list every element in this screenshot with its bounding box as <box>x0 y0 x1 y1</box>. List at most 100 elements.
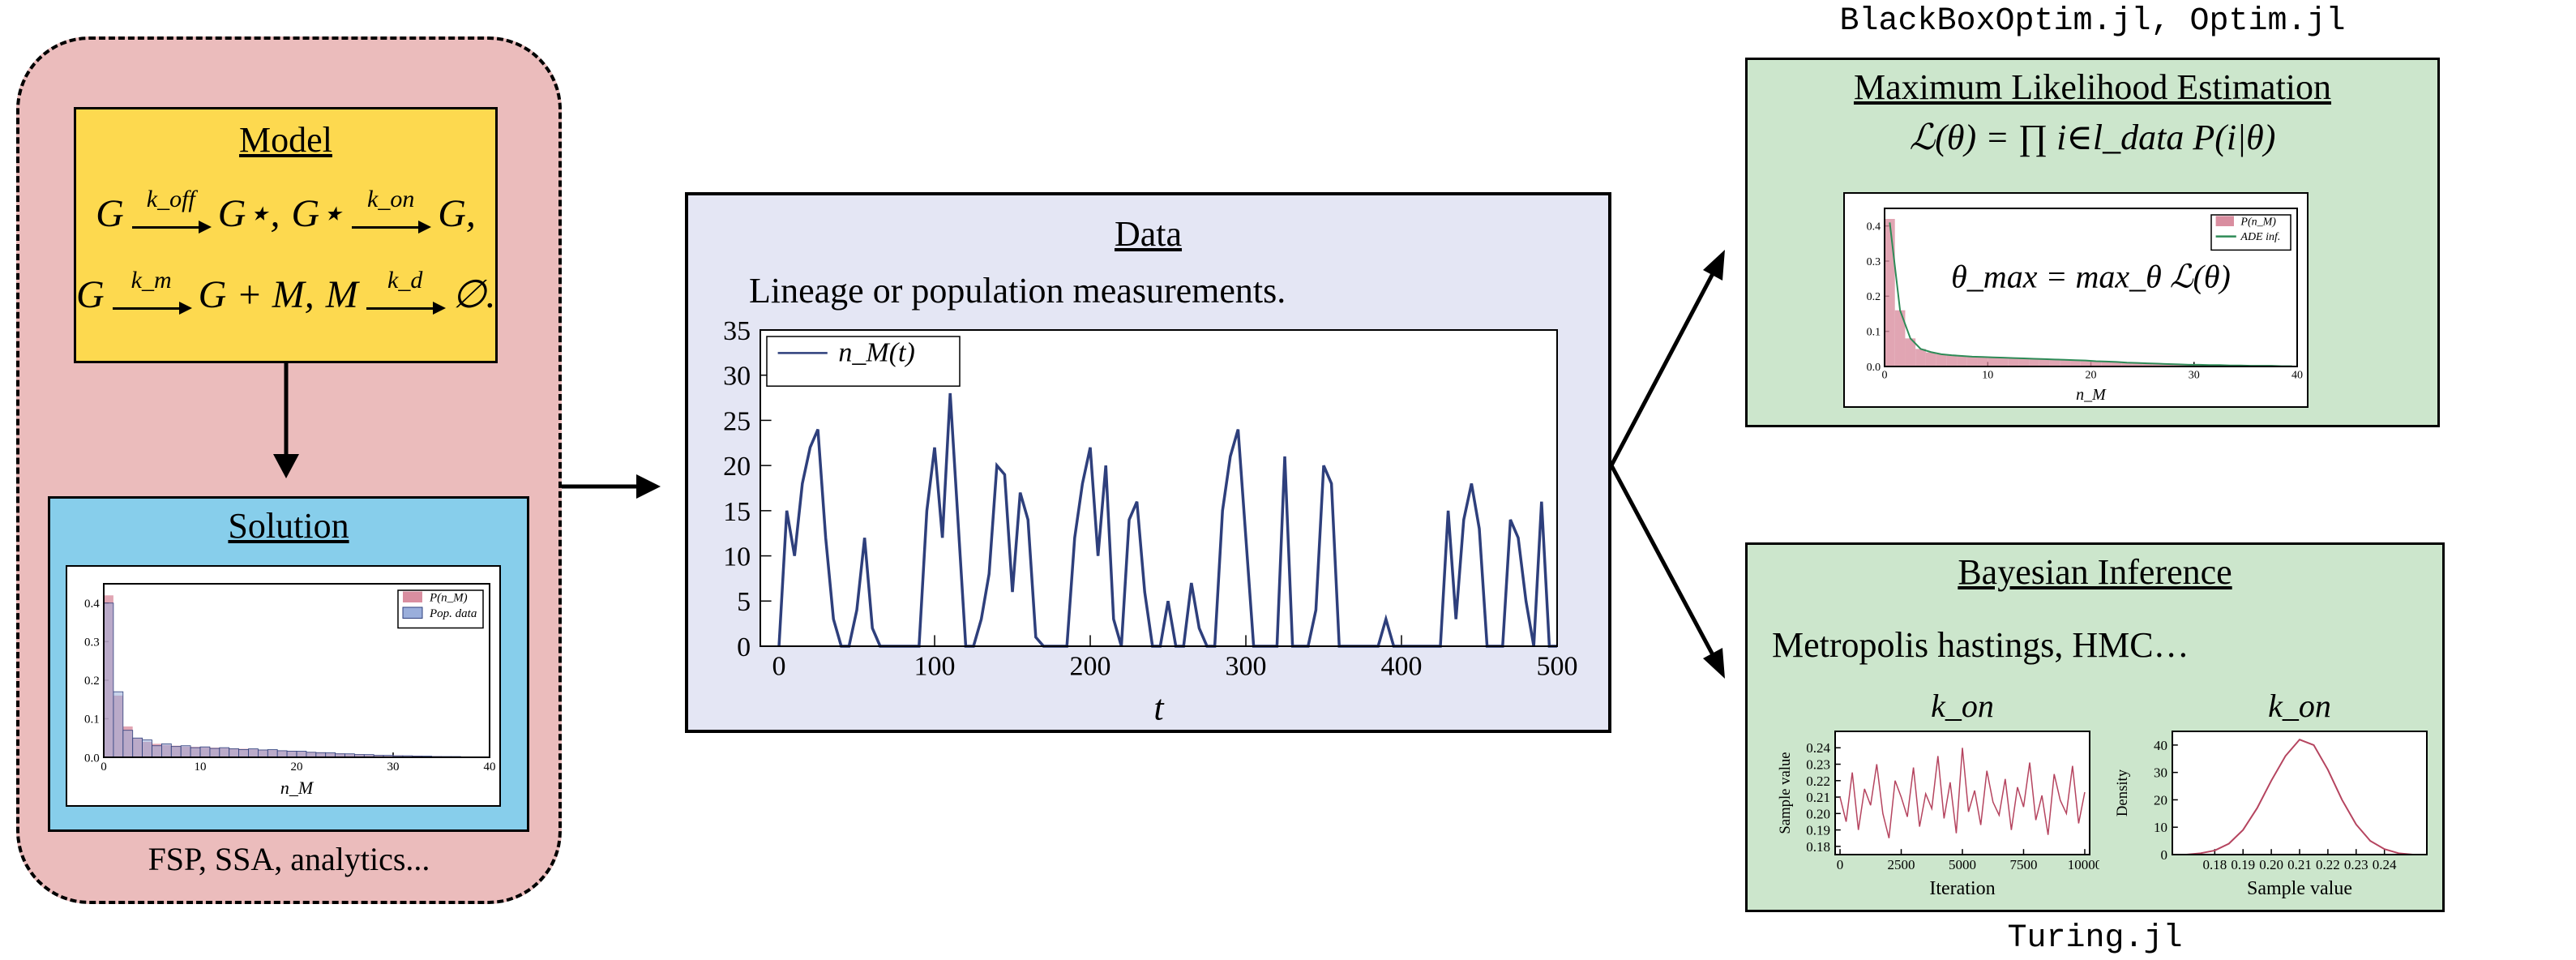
arrow-shaft <box>366 307 438 310</box>
hist-bar <box>1946 355 1958 366</box>
mle-header: BlackBoxOptim.jl, Optim.jl <box>1839 3 2346 40</box>
x-tick-label: 500 <box>1537 652 1578 682</box>
hist-bar <box>1894 310 1906 366</box>
species: G + M, <box>198 273 315 316</box>
species: ∅. <box>451 273 496 316</box>
data-line <box>1839 748 2086 838</box>
hist-bar <box>2152 363 2163 366</box>
x-tick-label: 20 <box>291 761 303 774</box>
chart-title: k_on <box>1931 688 1994 724</box>
x-tick-label: 2500 <box>1888 857 1915 872</box>
data-chart: 0 100 200 300 400 500 0 5 10 15 20 25 30 35 t n_M(t) <box>723 316 1578 728</box>
plot-frame <box>1884 208 2298 367</box>
reaction-arrow: k_d <box>365 267 446 319</box>
legend-label: ADE inf. <box>2240 231 2280 243</box>
hist-bar <box>190 747 201 758</box>
hist-bar <box>219 747 230 758</box>
species: G <box>76 273 105 316</box>
y-tick-label: 30 <box>723 362 751 392</box>
y-tick-label: 0.1 <box>84 714 100 726</box>
hist-bar <box>2018 358 2030 366</box>
reaction-arrow: k_m <box>111 267 192 319</box>
y-tick-label: 0.1 <box>1867 327 1881 339</box>
hist-bar <box>2101 361 2112 366</box>
hist-bar <box>1915 349 1926 366</box>
y-tick-label: 0.18 <box>1806 839 1830 855</box>
x-tick-label: 40 <box>2291 370 2303 382</box>
arrow-head <box>198 221 212 234</box>
y-axis-label: Density <box>2114 769 2131 816</box>
y-tick-label: 0.2 <box>1867 291 1881 303</box>
y-tick-label: 0.19 <box>1806 823 1830 838</box>
hist-bar <box>1997 358 2009 366</box>
x-tick-label: 30 <box>2189 370 2200 382</box>
hist-bar <box>1957 356 1967 366</box>
x-tick-label: 0 <box>1837 857 1844 872</box>
hist-bar <box>2173 364 2184 366</box>
legend-label: n_M(t) <box>838 338 914 368</box>
data-subtitle: Lineage or population measurements. <box>749 271 1286 311</box>
hist-bar <box>2111 362 2122 366</box>
y-tick-label: 10 <box>723 542 751 572</box>
rate-label: k_off <box>146 186 195 212</box>
x-tick-label: 0.23 <box>2344 857 2368 872</box>
bayes-footer: Turing.jl <box>2007 920 2183 957</box>
legend-label: P(n_M) <box>2240 216 2276 229</box>
hist-bar <box>2142 363 2153 366</box>
hist-bar <box>248 748 259 758</box>
arrows <box>1609 250 1725 679</box>
hist-bar <box>122 730 134 758</box>
hist-bar <box>209 748 220 758</box>
plot-frame <box>103 583 490 758</box>
legend-label: P(n_M) <box>429 592 468 605</box>
bayes-title: Bayesian Inference <box>1958 552 2232 592</box>
legend-key <box>403 591 422 602</box>
y-tick-label: 0 <box>737 632 751 662</box>
species: G⋆, <box>217 192 280 235</box>
x-tick-label: 20 <box>2086 370 2097 382</box>
x-tick-label: 10 <box>1982 370 1993 382</box>
model-title: Model <box>239 120 332 160</box>
x-tick-label: 100 <box>914 652 956 682</box>
rate-label: k_on <box>367 186 415 212</box>
arrow-head <box>178 302 192 315</box>
hist-bar <box>2080 360 2091 366</box>
hist-bar <box>142 739 152 758</box>
y-tick-label: 20 <box>723 452 751 482</box>
hist-bar <box>1905 338 1916 366</box>
x-tick-label: 0 <box>1882 370 1888 382</box>
legend-key <box>2215 216 2234 226</box>
x-tick-label: 0.24 <box>2373 857 2397 872</box>
arrow-shaft <box>131 226 203 229</box>
y-tick-label: 15 <box>723 497 751 527</box>
y-tick-label: 0.3 <box>84 636 100 649</box>
hist-bar <box>2121 362 2133 366</box>
y-tick-label: 25 <box>723 406 751 436</box>
legend-box <box>766 336 961 387</box>
hist-bar <box>229 748 239 758</box>
hist-bar <box>2193 364 2205 366</box>
x-tick-label: 200 <box>1070 652 1111 682</box>
hist-bar <box>286 750 297 758</box>
reaction-arrow: k_off <box>131 186 212 238</box>
mle-formula: ℒ(θ) = ∏ i∈l_data P(i|θ) <box>1909 118 2276 157</box>
x-tick-label: 10 <box>195 761 207 774</box>
species: G <box>96 192 124 235</box>
hist-bar <box>2090 361 2102 366</box>
legend-label: Pop. data <box>429 607 477 620</box>
y-tick-label: 20 <box>2154 792 2167 808</box>
y-tick-label: 0.23 <box>1806 756 1830 772</box>
arrow <box>273 363 299 478</box>
x-tick-label: 0.20 <box>2259 857 2283 872</box>
rate-label: k_m <box>131 267 172 294</box>
bayes-methods: Metropolis hastings, HMC… <box>1772 625 2189 665</box>
y-axis-label: Sample value <box>1777 752 1794 834</box>
y-tick-label: 5 <box>737 587 751 617</box>
hist-bar <box>103 602 114 758</box>
x-tick-label: 400 <box>1381 652 1423 682</box>
fit-line <box>1889 222 2292 367</box>
x-tick-label: 300 <box>1226 652 1267 682</box>
